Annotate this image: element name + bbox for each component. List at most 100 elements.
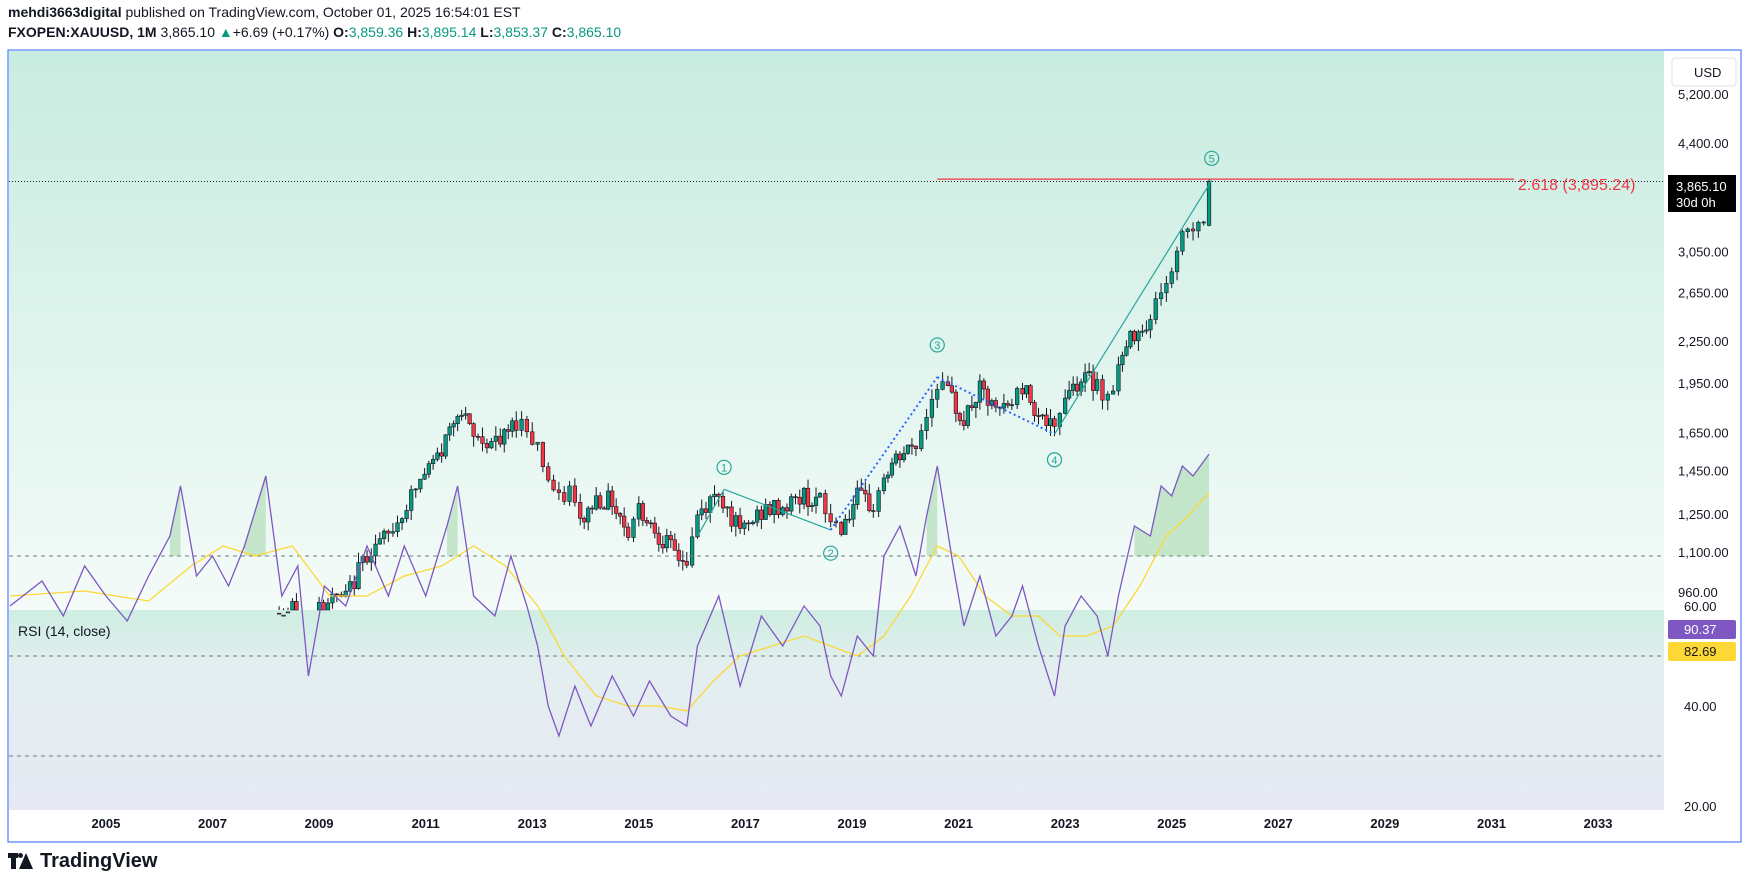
candle-body: [321, 602, 326, 611]
candle-body: [863, 490, 868, 495]
candle-body: [851, 504, 856, 520]
candle-body: [551, 479, 556, 491]
tradingview-logo[interactable]: TradingView: [8, 850, 157, 873]
price-tick-label: 1,100.00: [1678, 545, 1729, 560]
price-axis[interactable]: 960.00 1,100.00 1,250.00 1,450.00 1,650.00 1,…: [1678, 87, 1729, 600]
candle-body: [409, 489, 414, 511]
candle-body: [594, 495, 599, 510]
candle-body: [1083, 372, 1088, 383]
candle-body: [720, 496, 726, 509]
candle-body: [1020, 388, 1025, 395]
candle-body: [1067, 390, 1072, 399]
candle-body: [610, 490, 615, 507]
wave-leg-line: [1053, 179, 1213, 435]
time-axis[interactable]: 2005 2007 2009 2011 2013 2015 2017 2019 2021 2023…: [91, 816, 1612, 831]
candle-body: [626, 526, 631, 538]
price-tick-label: 3,050.00: [1678, 244, 1729, 259]
wave-marker-label: 5: [1209, 153, 1215, 165]
candle-body: [377, 538, 382, 545]
last-price-tag-value: 3,865.10: [1676, 179, 1727, 194]
rsi-overbought-fill: [169, 486, 181, 556]
candle-body: [447, 426, 452, 436]
candle-body: [426, 463, 431, 475]
time-tick-label: 2015: [624, 816, 653, 831]
candle-body: [277, 612, 282, 615]
candle-body: [889, 462, 895, 476]
candle-body: [648, 522, 653, 525]
candle-body: [1005, 403, 1010, 406]
candle-body: [582, 517, 587, 523]
candle-body: [897, 453, 903, 461]
wave-leg-line: [723, 488, 831, 531]
candle-body: [556, 489, 561, 493]
candle-body: [1071, 383, 1076, 391]
candle-body: [1095, 379, 1100, 391]
wave-leg-line: [696, 489, 725, 537]
candle-body: [656, 532, 661, 545]
candle-body: [729, 506, 734, 527]
rsi-overbought-fill: [926, 466, 938, 556]
currency-box[interactable]: [1671, 57, 1737, 87]
candle-body: [805, 487, 811, 507]
price-change: +6.69 (+0.17%): [232, 24, 330, 40]
candle-body: [867, 493, 872, 511]
candle-body: [690, 536, 695, 566]
candle-body: [463, 413, 468, 416]
candle-body: [467, 413, 472, 424]
candle-body: [855, 487, 860, 505]
symbol-legend: FXOPEN:XAUUSD, 1M 3,865.10 ▲+6.69 (+0.17…: [8, 24, 622, 40]
high-label: H:: [407, 24, 422, 40]
candle-body: [1009, 404, 1014, 406]
candle-body: [586, 507, 591, 523]
candle-body: [725, 506, 730, 509]
candle-body: [606, 490, 611, 510]
fib-label: 2.618 (3,895.24): [1518, 177, 1635, 194]
candle-body: [1100, 379, 1105, 401]
candle-body: [1028, 385, 1033, 403]
interval[interactable]: 1M: [137, 24, 157, 40]
time-tick-label: 2029: [1370, 816, 1399, 831]
rsi-title[interactable]: RSI (14, close): [18, 623, 111, 639]
candle-body: [455, 416, 460, 424]
candle-body: [913, 445, 919, 449]
candle-body: [404, 510, 409, 519]
candle-body: [797, 496, 802, 505]
candle-body: [546, 466, 551, 481]
candle-body: [1185, 228, 1190, 232]
candle-body: [540, 442, 546, 468]
symbol-name[interactable]: FXOPEN:XAUUSD: [8, 24, 130, 40]
candle-body: [1040, 414, 1045, 417]
time-tick-label: 2027: [1264, 816, 1293, 831]
wave-marker-label: 2: [828, 548, 834, 560]
candle-body: [399, 518, 405, 524]
candle-body: [422, 473, 427, 480]
candle-body: [809, 505, 815, 507]
wave-marker-label: 3: [934, 340, 940, 352]
candle-body: [510, 420, 515, 432]
candle-body: [1116, 364, 1121, 392]
candle-body: [562, 492, 567, 502]
candle-body: [953, 391, 959, 414]
candle-body: [451, 423, 456, 428]
time-tick-label: 2025: [1157, 816, 1186, 831]
candle-body: [746, 522, 751, 525]
close-label: C:: [551, 24, 567, 40]
candle-body: [703, 508, 709, 513]
candle-body: [480, 436, 485, 444]
candle-body: [514, 420, 519, 431]
high-value: 3,895.14: [421, 24, 477, 40]
price-tick-label: 4,400.00: [1678, 136, 1729, 151]
candle-body: [759, 509, 764, 520]
time-tick-label: 2009: [305, 816, 334, 831]
price-tick-label: 1,250.00: [1678, 507, 1729, 522]
candle-body: [1024, 385, 1029, 395]
candle-body: [631, 518, 636, 538]
candle-body: [636, 503, 641, 520]
rsi-ma-value: 82.69: [1684, 644, 1717, 659]
price-pane-background: [9, 51, 1664, 610]
author-name[interactable]: mehdi3663digital: [8, 4, 122, 20]
tradingview-logo-text: TradingView: [40, 850, 158, 872]
candle-body: [1015, 388, 1020, 405]
candle-body: [418, 478, 423, 490]
